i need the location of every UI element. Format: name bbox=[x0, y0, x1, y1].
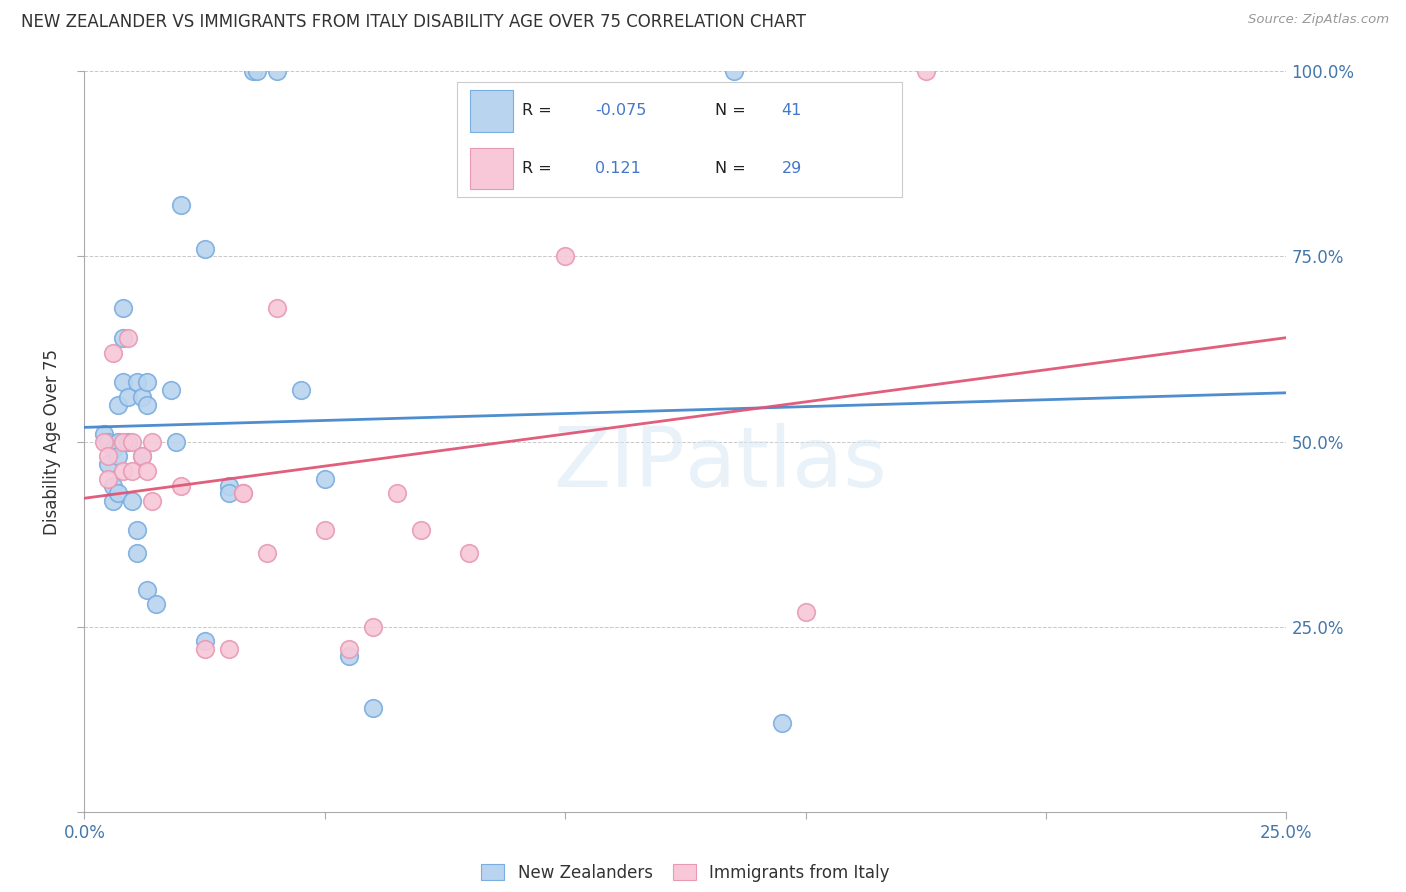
Point bbox=[111, 301, 134, 316]
Point bbox=[314, 524, 336, 538]
Point bbox=[266, 301, 288, 316]
Point bbox=[218, 479, 240, 493]
Point bbox=[103, 345, 125, 359]
Point bbox=[135, 582, 157, 597]
Point bbox=[103, 442, 125, 456]
Text: atlas: atlas bbox=[686, 423, 887, 504]
Point bbox=[97, 457, 120, 471]
Point bbox=[117, 434, 139, 449]
Point bbox=[103, 493, 125, 508]
Y-axis label: Disability Age Over 75: Disability Age Over 75 bbox=[44, 349, 62, 534]
Point bbox=[458, 546, 481, 560]
Point bbox=[409, 524, 432, 538]
Point bbox=[218, 486, 240, 500]
Point bbox=[242, 64, 264, 78]
Point bbox=[794, 605, 817, 619]
Point bbox=[266, 64, 288, 78]
Point bbox=[111, 434, 134, 449]
Point bbox=[554, 250, 576, 264]
Point bbox=[103, 479, 125, 493]
Point bbox=[723, 64, 745, 78]
Point bbox=[361, 619, 384, 633]
Point bbox=[169, 479, 191, 493]
Point bbox=[135, 376, 157, 390]
Point bbox=[194, 242, 217, 256]
Point bbox=[135, 397, 157, 411]
Point bbox=[121, 434, 143, 449]
Point bbox=[97, 434, 120, 449]
Point bbox=[141, 493, 163, 508]
Point bbox=[915, 64, 938, 78]
Point bbox=[111, 464, 134, 478]
Point bbox=[121, 464, 143, 478]
Point bbox=[290, 383, 312, 397]
Point bbox=[141, 434, 163, 449]
Text: ZIP: ZIP bbox=[554, 423, 686, 504]
Point bbox=[246, 64, 269, 78]
Point bbox=[232, 486, 254, 500]
Point bbox=[127, 524, 149, 538]
Point bbox=[160, 383, 183, 397]
Point bbox=[93, 434, 115, 449]
Point bbox=[194, 634, 217, 648]
Point bbox=[169, 197, 191, 211]
Text: Source: ZipAtlas.com: Source: ZipAtlas.com bbox=[1249, 13, 1389, 27]
Point bbox=[107, 434, 129, 449]
Text: NEW ZEALANDER VS IMMIGRANTS FROM ITALY DISABILITY AGE OVER 75 CORRELATION CHART: NEW ZEALANDER VS IMMIGRANTS FROM ITALY D… bbox=[21, 13, 806, 31]
Point bbox=[218, 641, 240, 656]
Point bbox=[117, 390, 139, 404]
Point bbox=[121, 493, 143, 508]
Point bbox=[127, 546, 149, 560]
Point bbox=[337, 649, 360, 664]
Point bbox=[770, 715, 793, 730]
Point bbox=[93, 427, 115, 442]
Point bbox=[194, 641, 217, 656]
Point bbox=[97, 471, 120, 485]
Point bbox=[107, 397, 129, 411]
Point bbox=[107, 486, 129, 500]
Point bbox=[385, 486, 408, 500]
Point bbox=[361, 701, 384, 715]
Point bbox=[117, 331, 139, 345]
Point bbox=[135, 464, 157, 478]
Point bbox=[111, 376, 134, 390]
Point bbox=[232, 486, 254, 500]
Point bbox=[314, 471, 336, 485]
Point bbox=[97, 450, 120, 464]
Point bbox=[145, 598, 167, 612]
Point bbox=[131, 450, 153, 464]
Point bbox=[256, 546, 278, 560]
Point bbox=[127, 376, 149, 390]
Point bbox=[337, 641, 360, 656]
Point bbox=[111, 331, 134, 345]
Point bbox=[131, 450, 153, 464]
Point bbox=[107, 450, 129, 464]
Point bbox=[131, 390, 153, 404]
Point bbox=[165, 434, 187, 449]
Legend: New Zealanders, Immigrants from Italy: New Zealanders, Immigrants from Italy bbox=[474, 857, 897, 888]
